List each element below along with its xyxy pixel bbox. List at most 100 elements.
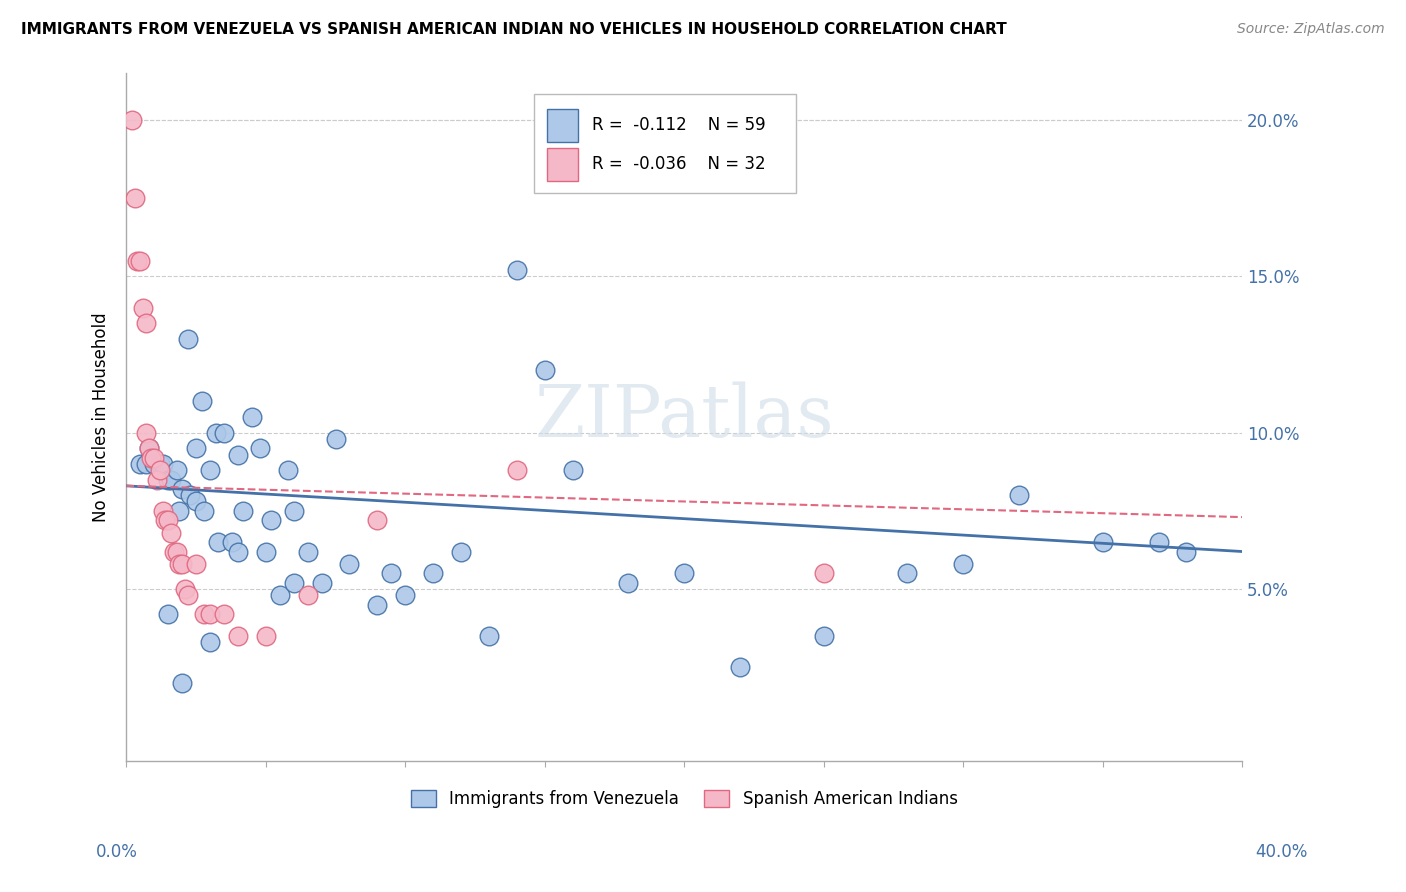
Point [138,442,160,456]
Point [277,463,299,477]
Point [533,363,555,377]
Point [141,450,163,465]
Point [124,191,146,205]
Point [506,463,529,477]
Point [149,457,172,471]
Point [422,566,444,581]
Point [1091,535,1114,549]
Point [157,513,180,527]
Point [297,544,319,558]
Point [129,253,152,268]
Point [254,629,277,643]
Point [478,629,501,643]
Point [226,544,249,558]
FancyBboxPatch shape [547,148,578,181]
Point [163,544,186,558]
Point [138,442,160,456]
Y-axis label: No Vehicles in Household: No Vehicles in Household [93,312,110,522]
Point [169,557,191,571]
Point [149,463,172,477]
Point [366,513,388,527]
Point [176,332,198,346]
Point [1008,488,1031,502]
Point [166,463,188,477]
Point [169,504,191,518]
Point [184,442,207,456]
Point [198,607,221,621]
Text: R =  -0.112    N = 59: R = -0.112 N = 59 [592,116,765,135]
Point [232,504,254,518]
Point [1147,535,1170,549]
Point [172,482,194,496]
Point [269,588,291,602]
Text: IMMIGRANTS FROM VENEZUELA VS SPANISH AMERICAN INDIAN NO VEHICLES IN HOUSEHOLD CO: IMMIGRANTS FROM VENEZUELA VS SPANISH AME… [21,22,1007,37]
Point [212,425,235,440]
Point [297,588,319,602]
Point [157,473,180,487]
Point [673,566,696,581]
Point [283,504,305,518]
Point [260,513,283,527]
Point [172,676,194,690]
FancyBboxPatch shape [534,94,796,194]
Point [160,525,183,540]
Point [160,473,183,487]
Point [207,535,229,549]
Point [155,513,177,527]
Point [198,635,221,649]
Text: R =  -0.036    N = 32: R = -0.036 N = 32 [592,155,765,174]
Point [226,629,249,643]
Point [204,425,226,440]
Point [311,575,333,590]
Legend: Immigrants from Venezuela, Spanish American Indians: Immigrants from Venezuela, Spanish Ameri… [405,783,965,814]
Point [152,457,174,471]
Point [143,457,166,471]
Point [143,450,166,465]
Text: 0.0%: 0.0% [96,843,138,861]
Point [146,473,169,487]
Point [450,544,472,558]
Point [506,263,529,277]
Point [240,410,263,425]
Point [184,494,207,508]
Point [129,457,152,471]
Point [152,504,174,518]
Point [198,463,221,477]
Text: Source: ZipAtlas.com: Source: ZipAtlas.com [1237,22,1385,37]
Point [380,566,402,581]
Point [896,566,918,581]
Point [179,488,201,502]
Point [283,575,305,590]
Point [166,544,188,558]
Point [339,557,361,571]
Point [190,394,212,409]
Point [813,566,835,581]
Point [157,607,180,621]
Point [249,442,271,456]
Point [172,557,194,571]
Point [193,607,215,621]
Point [221,535,243,549]
Point [135,425,157,440]
Point [174,582,197,596]
Point [127,253,149,268]
Point [952,557,974,571]
FancyBboxPatch shape [547,109,578,142]
Point [728,660,751,674]
Point [366,598,388,612]
Point [121,112,143,127]
Point [561,463,583,477]
Point [184,557,207,571]
Point [325,432,347,446]
Point [212,607,235,621]
Point [394,588,416,602]
Point [132,301,155,315]
Point [617,575,640,590]
Point [813,629,835,643]
Point [135,316,157,330]
Point [1175,544,1198,558]
Point [226,448,249,462]
Text: ZIPatlas: ZIPatlas [534,382,834,452]
Point [193,504,215,518]
Point [254,544,277,558]
